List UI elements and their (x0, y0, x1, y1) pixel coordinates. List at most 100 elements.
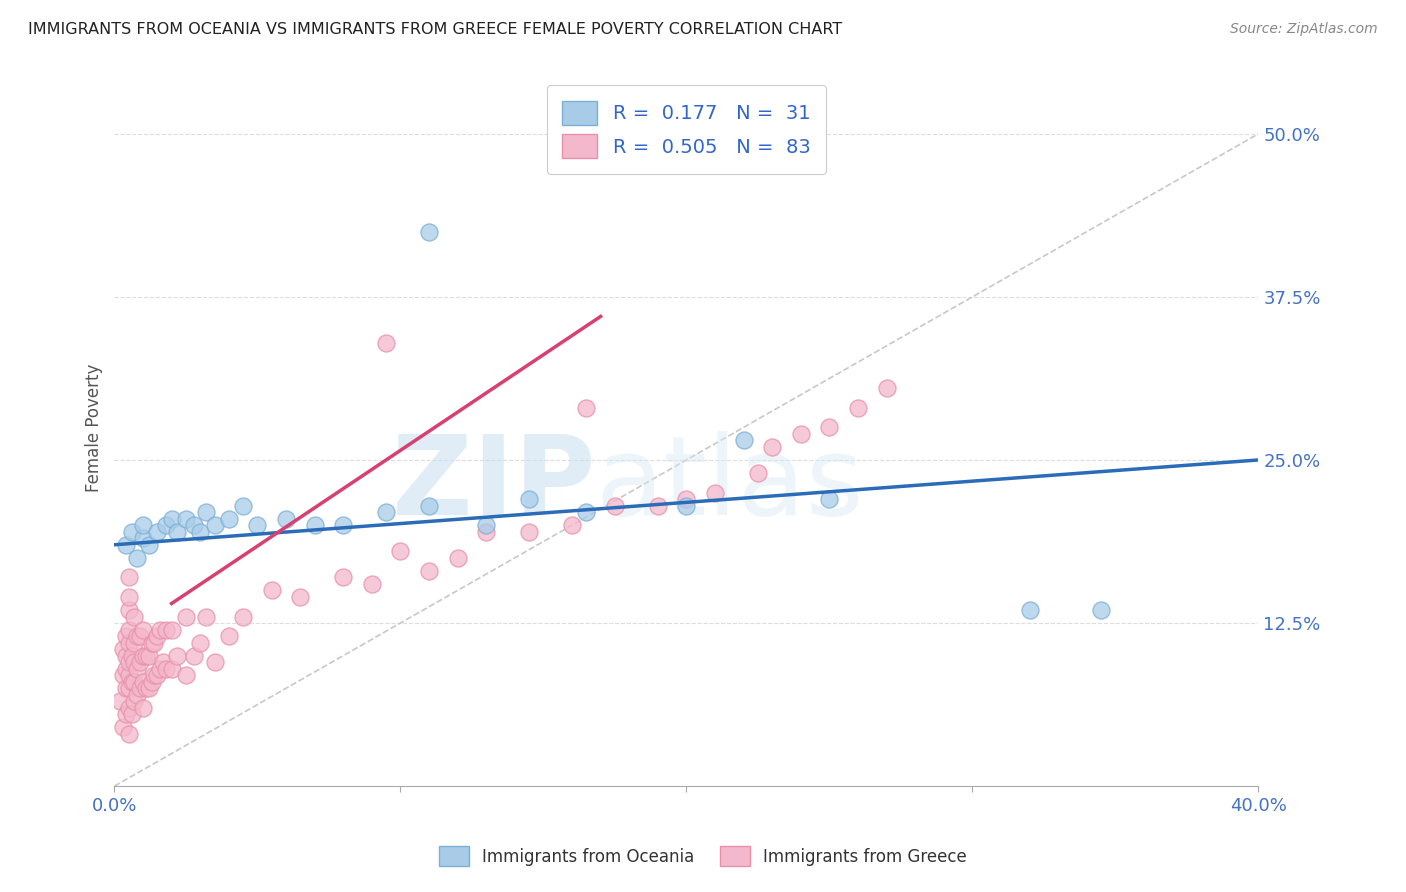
Point (375, 505, 398, 519)
Point (118, 590, 141, 604)
Point (121, 648, 143, 663)
Point (183, 518, 205, 533)
Point (274, 511, 297, 525)
Point (118, 635, 141, 649)
Point (115, 629, 138, 643)
Point (517, 524, 540, 539)
Legend: R =  0.177   N =  31, R =  0.505   N =  83: R = 0.177 N = 31, R = 0.505 N = 83 (547, 86, 827, 174)
Point (132, 701, 155, 715)
Point (790, 426, 813, 441)
Point (149, 623, 172, 637)
Point (141, 674, 163, 689)
Text: atlas: atlas (595, 431, 863, 538)
Point (118, 603, 141, 617)
Point (166, 648, 188, 663)
Point (174, 511, 197, 525)
Point (132, 648, 155, 663)
Point (155, 662, 177, 676)
Point (188, 524, 211, 539)
Point (118, 570, 141, 584)
Point (204, 655, 226, 669)
Point (127, 629, 149, 643)
Point (111, 642, 134, 657)
Point (704, 485, 727, 500)
Point (143, 635, 166, 649)
Point (290, 590, 312, 604)
Point (761, 440, 783, 454)
Point (152, 655, 174, 669)
Point (124, 674, 146, 689)
Point (138, 681, 160, 696)
Point (194, 609, 217, 624)
Point (846, 401, 869, 415)
Point (111, 668, 134, 682)
Point (218, 511, 240, 525)
Point (166, 524, 188, 539)
Point (183, 648, 205, 663)
Point (111, 721, 134, 735)
Point (174, 609, 197, 624)
Point (146, 629, 169, 643)
Point (260, 583, 283, 598)
Legend: Immigrants from Oceania, Immigrants from Greece: Immigrants from Oceania, Immigrants from… (430, 838, 976, 875)
Point (132, 623, 155, 637)
Point (127, 550, 149, 565)
Point (124, 655, 146, 669)
Text: ZIP: ZIP (391, 431, 595, 538)
Point (118, 701, 141, 715)
Point (876, 381, 898, 395)
Point (603, 499, 626, 513)
Point (246, 518, 269, 533)
Point (138, 648, 160, 663)
Point (146, 524, 169, 539)
Point (194, 505, 217, 519)
Point (155, 623, 177, 637)
Point (332, 570, 354, 584)
Point (143, 668, 166, 682)
Point (118, 655, 141, 669)
Point (121, 674, 143, 689)
Point (141, 635, 163, 649)
Text: Source: ZipAtlas.com: Source: ZipAtlas.com (1230, 22, 1378, 37)
Point (360, 577, 382, 591)
Point (733, 434, 755, 448)
Point (675, 499, 697, 513)
Point (747, 466, 769, 480)
Text: IMMIGRANTS FROM OCEANIA VS IMMIGRANTS FROM GREECE FEMALE POVERTY CORRELATION CHA: IMMIGRANTS FROM OCEANIA VS IMMIGRANTS FR… (28, 22, 842, 37)
Point (135, 681, 157, 696)
Point (160, 511, 183, 525)
Point (124, 694, 146, 708)
Point (818, 492, 841, 507)
Point (418, 225, 440, 239)
Point (115, 707, 138, 722)
Point (115, 648, 138, 663)
Point (149, 662, 172, 676)
Point (232, 499, 254, 513)
Point (108, 694, 131, 708)
Point (129, 655, 152, 669)
Point (561, 518, 583, 533)
Point (232, 609, 254, 624)
Point (115, 662, 138, 676)
Point (121, 524, 143, 539)
Point (118, 727, 141, 741)
Point (375, 335, 398, 350)
Point (121, 707, 143, 722)
Point (115, 538, 138, 552)
Y-axis label: Female Poverty: Female Poverty (86, 363, 103, 491)
Point (575, 505, 598, 519)
Point (129, 629, 152, 643)
Point (188, 635, 211, 649)
Point (135, 648, 157, 663)
Point (118, 623, 141, 637)
Point (517, 492, 540, 507)
Point (118, 668, 141, 682)
Point (1018, 603, 1040, 617)
Point (675, 492, 697, 507)
Point (204, 518, 226, 533)
Point (174, 668, 197, 682)
Point (418, 499, 440, 513)
Point (129, 681, 152, 696)
Point (575, 401, 598, 415)
Point (160, 623, 183, 637)
